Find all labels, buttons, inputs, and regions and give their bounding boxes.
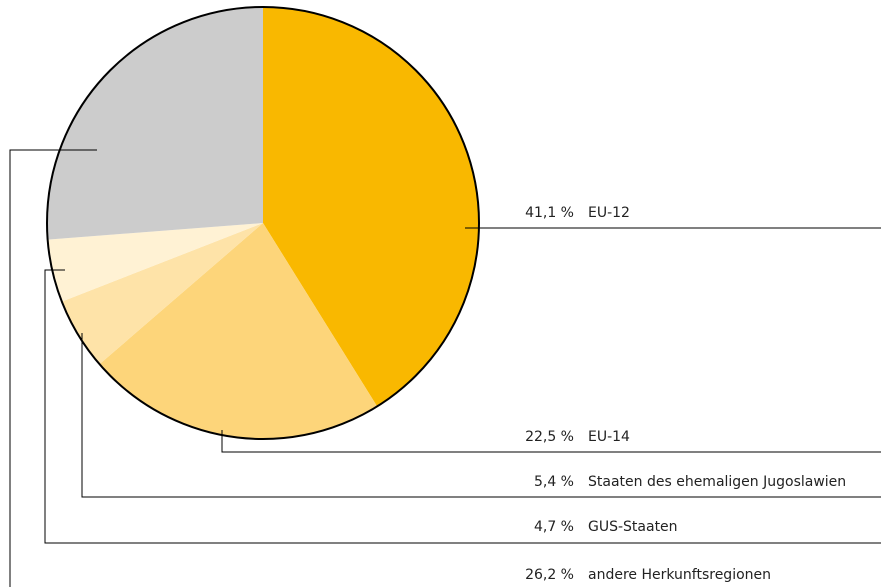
value-label: 4,7 % bbox=[534, 519, 574, 535]
category-label: EU-12 bbox=[588, 205, 630, 221]
pie-slice bbox=[61, 223, 263, 365]
category-label: Staaten des ehemaligen Jugoslawien bbox=[588, 474, 846, 490]
pie-slice bbox=[99, 223, 378, 440]
category-label: andere Herkunftsregionen bbox=[588, 567, 771, 583]
pie-outline bbox=[46, 6, 480, 440]
leader-line bbox=[221, 430, 881, 453]
category-label: GUS-Staaten bbox=[588, 519, 678, 535]
value-label: 22,5 % bbox=[525, 429, 574, 445]
leader-line bbox=[9, 149, 97, 587]
leader-line bbox=[81, 333, 881, 498]
pie-slice bbox=[47, 223, 264, 302]
value-label: 5,4 % bbox=[534, 474, 574, 490]
pie-slice bbox=[263, 7, 479, 407]
value-label: 41,1 % bbox=[525, 205, 574, 221]
value-label: 26,2 % bbox=[525, 567, 574, 583]
leader-line bbox=[44, 269, 881, 544]
category-label: EU-14 bbox=[588, 429, 630, 445]
pie-slice bbox=[46, 7, 263, 240]
